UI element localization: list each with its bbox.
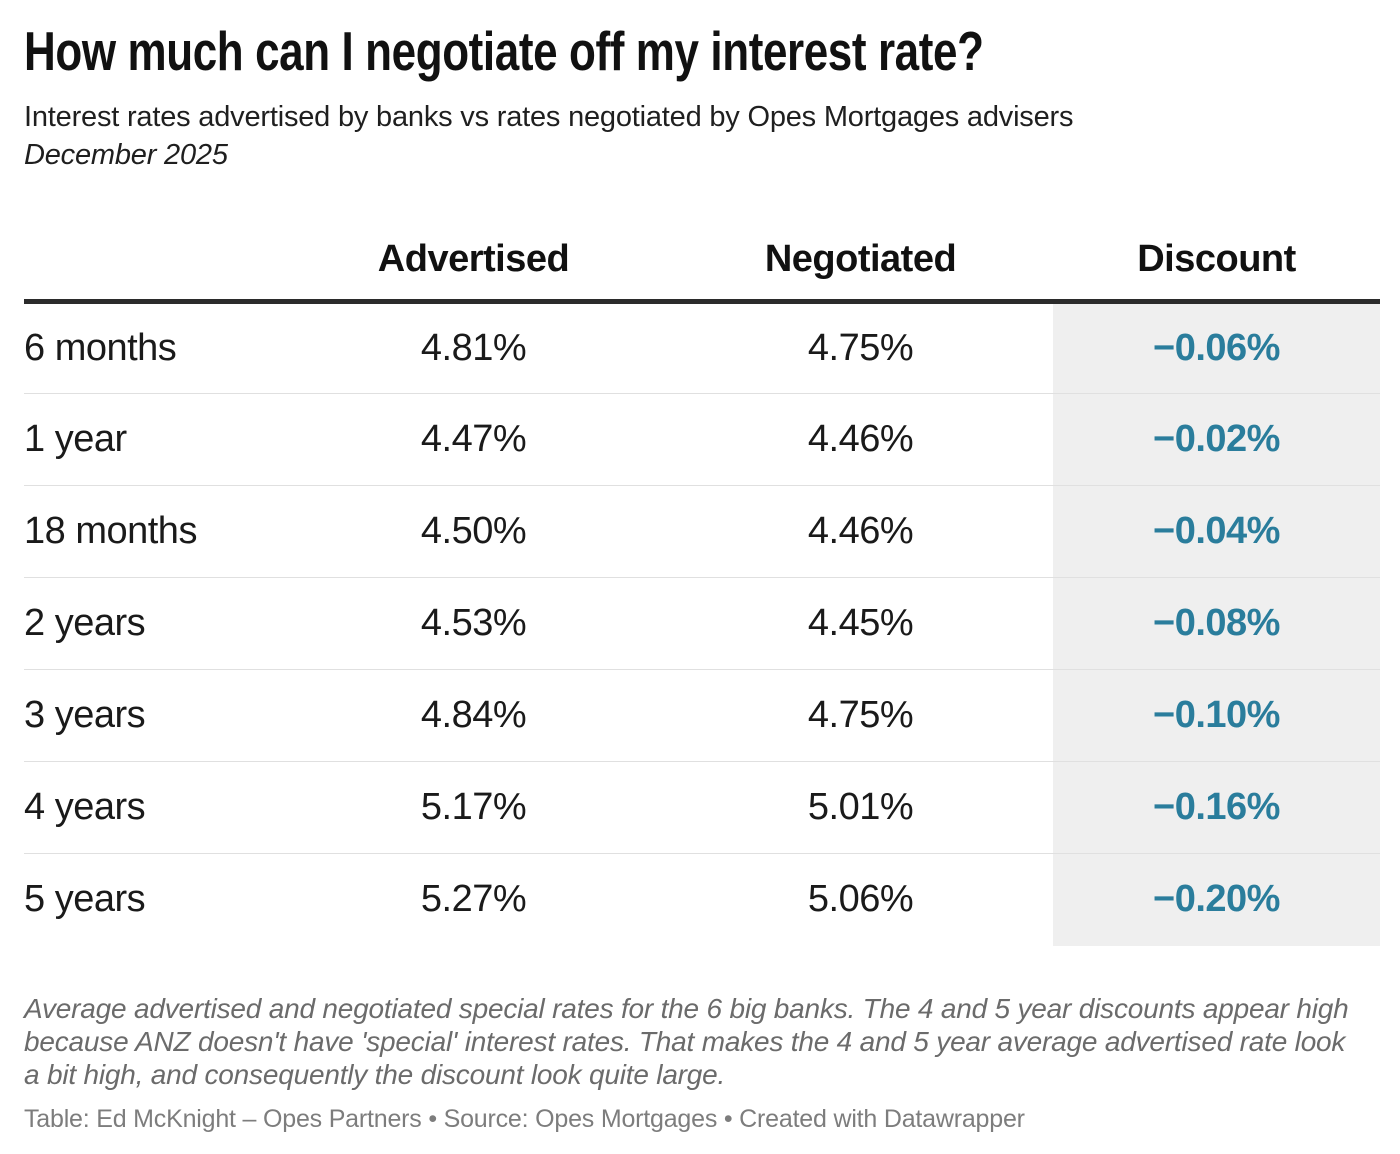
- table-row: 2 years 4.53% 4.45% −0.08%: [24, 577, 1380, 670]
- table-row: 4 years 5.17% 5.01% −0.16%: [24, 761, 1380, 854]
- table-row: 18 months 4.50% 4.46% −0.04%: [24, 485, 1380, 578]
- discount-cell: −0.20%: [1053, 853, 1380, 946]
- advertised-cell: 5.27%: [420, 878, 527, 921]
- footer-note: Average advertised and negotiated specia…: [24, 992, 1349, 1090]
- column-header-negotiated: Negotiated: [668, 230, 1053, 304]
- chart-subtitle: Interest rates advertised by banks vs ra…: [24, 101, 1074, 133]
- discount-cell: −0.04%: [1053, 485, 1380, 578]
- discount-cell: −0.10%: [1053, 669, 1380, 762]
- advertised-cell: 5.17%: [279, 761, 668, 854]
- chart-date: December 2025: [24, 139, 228, 171]
- term-cell: 18 months: [24, 485, 279, 578]
- term-cell: 3 years: [24, 669, 279, 762]
- column-header-term: [24, 230, 279, 304]
- advertised-cell: 4.53%: [279, 577, 668, 670]
- negotiated-cell: 5.06%: [807, 878, 914, 921]
- negotiated-cell: 4.45%: [668, 577, 1053, 670]
- negotiated-cell: 4.75%: [668, 301, 1053, 394]
- page-title: How much can I negotiate off my interest…: [24, 20, 1378, 82]
- table-row: 3 years 4.84% 4.75% −0.10%: [24, 669, 1380, 762]
- negotiated-cell: 4.46%: [668, 393, 1053, 486]
- negotiated-cell: 4.46%: [668, 485, 1053, 578]
- table-row: 1 year 4.47% 4.46% −0.02%: [24, 393, 1380, 486]
- advertised-cell: 4.47%: [279, 393, 668, 486]
- negotiated-cell: 5.01%: [668, 761, 1053, 854]
- column-header-discount: Discount: [1053, 230, 1380, 304]
- discount-cell: −0.08%: [1053, 577, 1380, 670]
- table-header-row: Advertised Negotiated Discount: [24, 230, 1380, 304]
- term-cell: 1 year: [24, 393, 279, 486]
- term-cell: 5 years: [24, 878, 146, 921]
- term-cell: 6 months: [24, 301, 279, 394]
- term-cell: 2 years: [24, 577, 279, 670]
- page-title-text: How much can I negotiate off my interest…: [24, 20, 984, 82]
- table-body: 6 months 4.81% 4.75% −0.06% 1 year 4.47% 4.46%…: [24, 301, 1380, 946]
- rates-table: Advertised Negotiated Discount 6 months 4…: [24, 230, 1380, 946]
- advertised-cell: 4.81%: [279, 301, 668, 394]
- column-header-advertised: Advertised: [279, 230, 668, 304]
- advertised-cell: 4.50%: [279, 485, 668, 578]
- credit-line: Table: Ed McKnight – Opes Partners • Sou…: [24, 1104, 1025, 1133]
- table-row: 6 months 4.81% 4.75% −0.06%: [24, 301, 1380, 394]
- discount-cell: −0.16%: [1053, 761, 1380, 854]
- discount-cell: −0.06%: [1053, 301, 1380, 394]
- term-cell: 4 years: [24, 761, 279, 854]
- table-row: 5 years 5.27% 5.06% −0.20%: [24, 853, 1380, 946]
- discount-cell: −0.02%: [1053, 393, 1380, 486]
- negotiated-cell: 4.75%: [668, 669, 1053, 762]
- advertised-cell: 4.84%: [279, 669, 668, 762]
